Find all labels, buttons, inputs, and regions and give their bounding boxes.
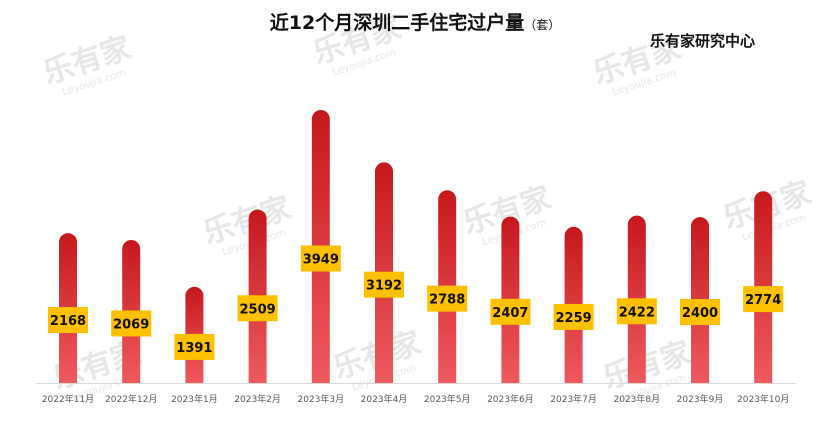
data-label-box (490, 298, 531, 325)
data-label-box (553, 303, 594, 330)
chart-title: 近12个月深圳二手住宅过户量（套） (0, 8, 830, 35)
x-tick-label: 2023年5月 (424, 393, 471, 405)
x-tick-label: 2023年4月 (361, 393, 408, 405)
x-tick-label: 2023年7月 (550, 393, 597, 405)
data-label-text: 2400 (682, 306, 718, 321)
x-tick-label: 2023年2月 (234, 393, 281, 405)
data-label: 2168 (48, 307, 88, 334)
data-label-text: 3949 (303, 253, 339, 268)
data-label-text: 2069 (113, 317, 149, 332)
data-label-text: 2774 (745, 293, 781, 308)
x-tick-label: 2023年3月 (297, 393, 344, 405)
data-label: 2407 (490, 298, 531, 325)
data-label-box (680, 299, 720, 326)
x-axis-tick-labels: 2022年11月 2022年12月 2023年1月 2023年2月 2023年3月 202… (42, 393, 790, 405)
data-label-box (111, 310, 152, 337)
data-label: 2400 (680, 299, 720, 326)
source-label: 乐有家研究中心 (650, 32, 756, 50)
data-label-box (300, 245, 341, 272)
data-label-text: 2509 (240, 302, 276, 317)
x-tick-label: 2023年10月 (737, 393, 789, 405)
data-label-box (364, 271, 404, 298)
data-label-text: 2407 (492, 306, 528, 321)
x-tick-label: 2022年11月 (42, 393, 94, 405)
x-tick-label: 2023年8月 (613, 393, 660, 405)
x-tick-label: 2022年12月 (105, 393, 157, 405)
data-label-text: 2259 (556, 311, 592, 326)
x-tick-label: 2023年6月 (487, 393, 534, 405)
data-label-text: 1391 (176, 341, 212, 356)
data-label-box (743, 286, 784, 313)
data-label: 2774 (743, 286, 784, 313)
x-tick-label: 2023年9月 (677, 393, 724, 405)
data-label-box (427, 285, 468, 312)
data-label: 3949 (300, 245, 341, 272)
data-label: 2069 (111, 310, 152, 337)
data-label-text: 2422 (619, 305, 655, 320)
data-label-text: 3192 (366, 279, 402, 294)
data-label-layer: 2168 2069 1391 2509 3949 3192 2788 2407 2259 2422… (48, 245, 784, 360)
data-label-box (616, 298, 657, 325)
x-tick-label: 2023年1月 (171, 393, 218, 405)
data-label: 3192 (364, 271, 404, 298)
data-label-text: 2168 (50, 314, 86, 329)
data-label: 2259 (553, 303, 594, 330)
data-label: 2422 (616, 298, 657, 325)
data-label-box (237, 295, 278, 322)
chart-title-text: 近12个月深圳二手住宅过户量 (269, 12, 525, 34)
data-label-box (48, 307, 88, 334)
data-label: 2788 (427, 285, 468, 312)
data-label: 2509 (237, 295, 278, 322)
data-label-text: 2788 (429, 293, 465, 308)
data-label: 1391 (174, 333, 215, 360)
data-label-box (174, 333, 215, 360)
chart-title-unit: （套） (524, 18, 561, 32)
